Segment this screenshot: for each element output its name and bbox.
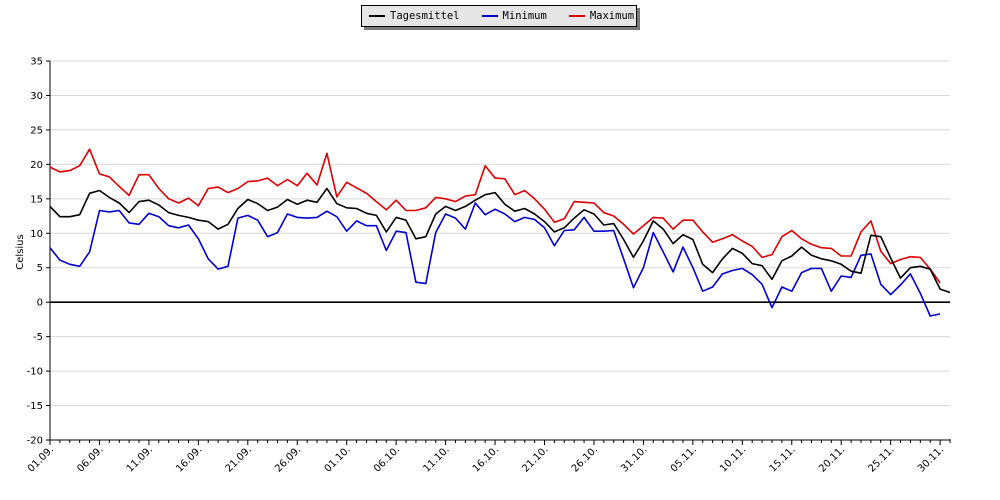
x-tick-label: 26.10. — [570, 444, 600, 474]
x-tick-label: 15.11. — [768, 444, 798, 474]
x-tick-label: 31.10. — [619, 444, 649, 474]
x-tick-label: 06.09. — [75, 444, 105, 474]
series-line-tagesmittel — [49, 187, 951, 294]
y-tick-label: 15 — [30, 194, 43, 205]
x-tick-label: 10.11. — [718, 444, 748, 474]
y-axis-label: Celsius — [15, 234, 26, 269]
series-lines — [49, 148, 951, 317]
y-tick-label: -20 — [27, 436, 43, 447]
y-tick-label: 35 — [30, 57, 43, 68]
series-line-maximum — [49, 148, 941, 284]
y-tick-label: 10 — [30, 229, 43, 240]
axes — [46, 60, 951, 445]
x-tick-label: 11.09. — [125, 444, 155, 474]
x-tick-label: 25.11. — [867, 444, 897, 474]
y-tick-label: 30 — [30, 91, 43, 102]
legend-label-tagesmittel: Tagesmittel — [390, 10, 460, 22]
y-tick-label: 25 — [30, 125, 43, 136]
y-tick-label: -10 — [27, 367, 43, 378]
legend-item-minimum: Minimum — [481, 10, 547, 22]
legend-swatch-tagesmittel — [369, 15, 385, 17]
series-line-minimum — [49, 202, 941, 317]
x-tick-label: 21.10. — [520, 444, 550, 474]
legend: Tagesmittel Minimum Maximum — [361, 5, 637, 27]
x-tick-label: 20.11. — [817, 444, 847, 474]
grid-lines — [50, 60, 950, 441]
x-tick-label: 01.09. — [26, 444, 56, 474]
x-tick-label: 30.11. — [916, 444, 946, 474]
x-tick-label: 16.09. — [174, 444, 204, 474]
legend-swatch-minimum — [481, 15, 498, 17]
y-tick-label: 20 — [30, 160, 43, 171]
y-tick-label: -5 — [33, 332, 43, 343]
legend-label-minimum: Minimum — [502, 10, 547, 22]
x-tick-label: 11.10. — [421, 444, 451, 474]
x-tick-label: 01.10. — [323, 444, 353, 474]
y-tick-label: 0 — [37, 298, 43, 309]
y-tick-label: -15 — [27, 401, 43, 412]
legend-swatch-maximum — [568, 15, 585, 17]
legend-label-maximum: Maximum — [589, 10, 635, 22]
x-tick-label: 26.09. — [273, 444, 303, 474]
y-tick-label: 5 — [37, 263, 43, 274]
legend-item-tagesmittel: Tagesmittel — [369, 10, 460, 22]
x-tick-label: 06.10. — [372, 444, 402, 474]
legend-item-maximum: Maximum — [568, 10, 635, 22]
x-tick-label: 21.09. — [224, 444, 254, 474]
x-tick-label: 05.11. — [669, 444, 699, 474]
x-tick-label: 16.10. — [471, 444, 501, 474]
